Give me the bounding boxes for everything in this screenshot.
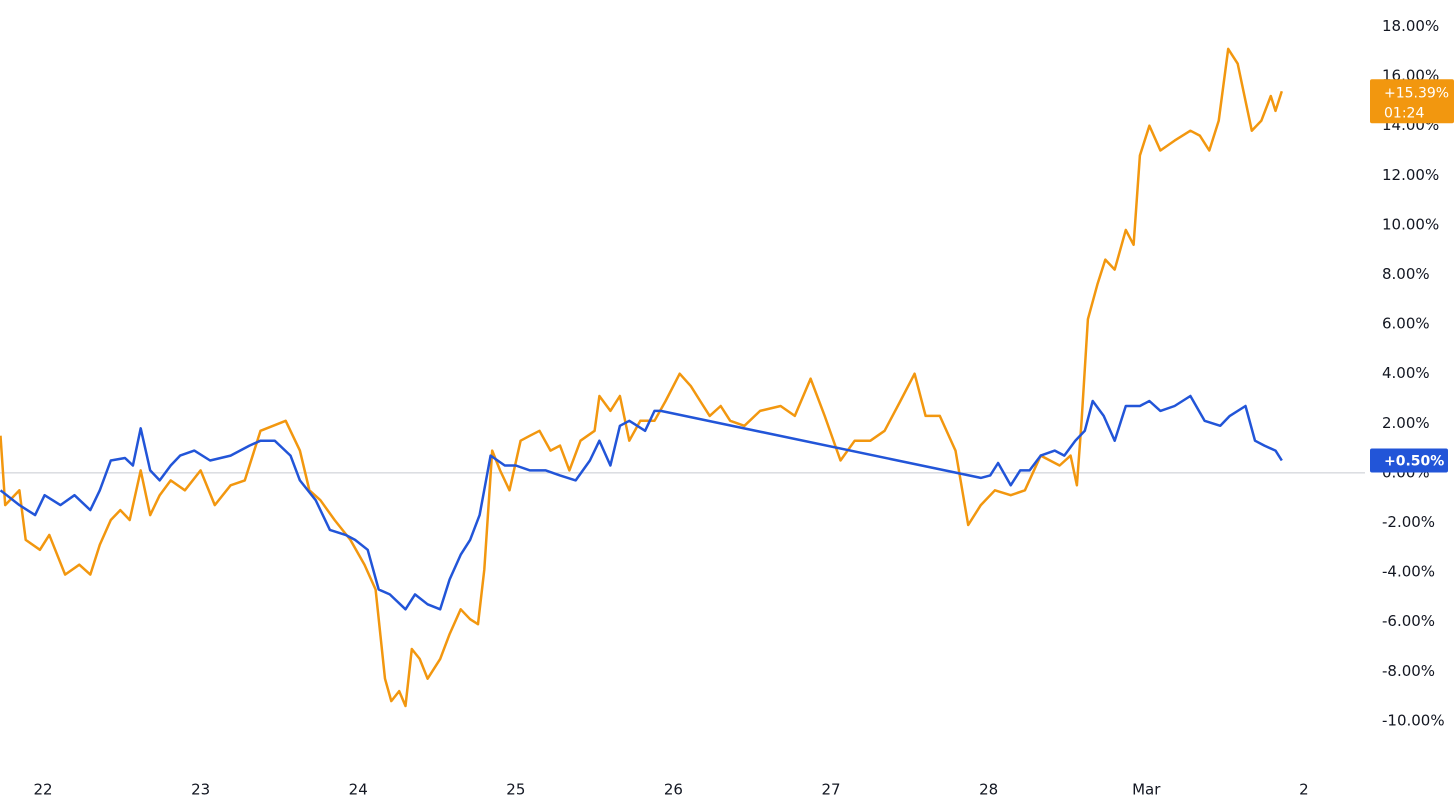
y-tick-label: 8.00% bbox=[1382, 265, 1430, 283]
x-tick-label: 27 bbox=[821, 781, 840, 799]
price-badge bbox=[1370, 79, 1454, 124]
y-tick-label: 12.00% bbox=[1382, 166, 1439, 184]
y-tick-label: 2.00% bbox=[1382, 414, 1430, 432]
y-tick-label: -2.00% bbox=[1382, 513, 1435, 531]
x-tick-label: 24 bbox=[349, 781, 368, 799]
y-tick-label: 6.00% bbox=[1382, 315, 1430, 333]
x-tick-label: 26 bbox=[664, 781, 683, 799]
x-tick-label: 23 bbox=[191, 781, 210, 799]
y-tick-label: -4.00% bbox=[1382, 563, 1435, 581]
badge-countdown: 01:24 bbox=[1384, 105, 1424, 121]
series-line bbox=[0, 394, 1283, 611]
y-tick-label: 18.00% bbox=[1382, 17, 1439, 35]
y-tick-label: -8.00% bbox=[1382, 662, 1435, 680]
y-tick-label: -10.00% bbox=[1382, 711, 1445, 729]
y-tick-label: 10.00% bbox=[1382, 215, 1439, 233]
x-tick-label: 2 bbox=[1299, 781, 1309, 799]
x-tick-label: Mar bbox=[1132, 781, 1161, 799]
badge-value: +0.50% bbox=[1384, 454, 1444, 470]
x-tick-label: 22 bbox=[33, 781, 52, 799]
price-badge bbox=[1370, 448, 1448, 473]
y-tick-label: 4.00% bbox=[1382, 364, 1430, 382]
badge-value: +15.39% bbox=[1384, 85, 1449, 101]
y-tick-label: -6.00% bbox=[1382, 612, 1435, 630]
x-tick-label: 28 bbox=[979, 781, 998, 799]
series-line bbox=[0, 47, 1283, 708]
x-tick-label: 25 bbox=[506, 781, 525, 799]
